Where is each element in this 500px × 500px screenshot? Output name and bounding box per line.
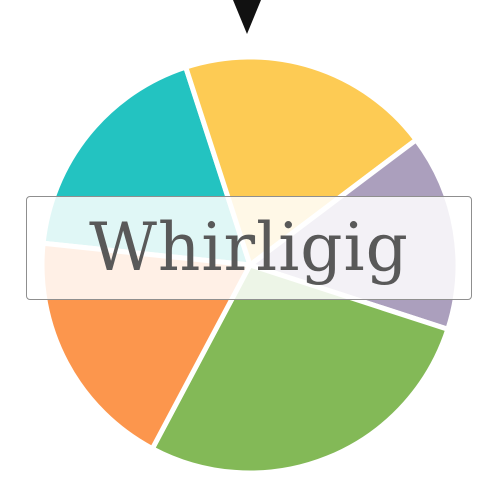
- pointer-arrow-icon: [233, 0, 261, 34]
- wheel-segment-green: [149, 262, 451, 476]
- result-label: Whirligig: [89, 209, 409, 286]
- result-banner: Whirligig: [26, 196, 472, 300]
